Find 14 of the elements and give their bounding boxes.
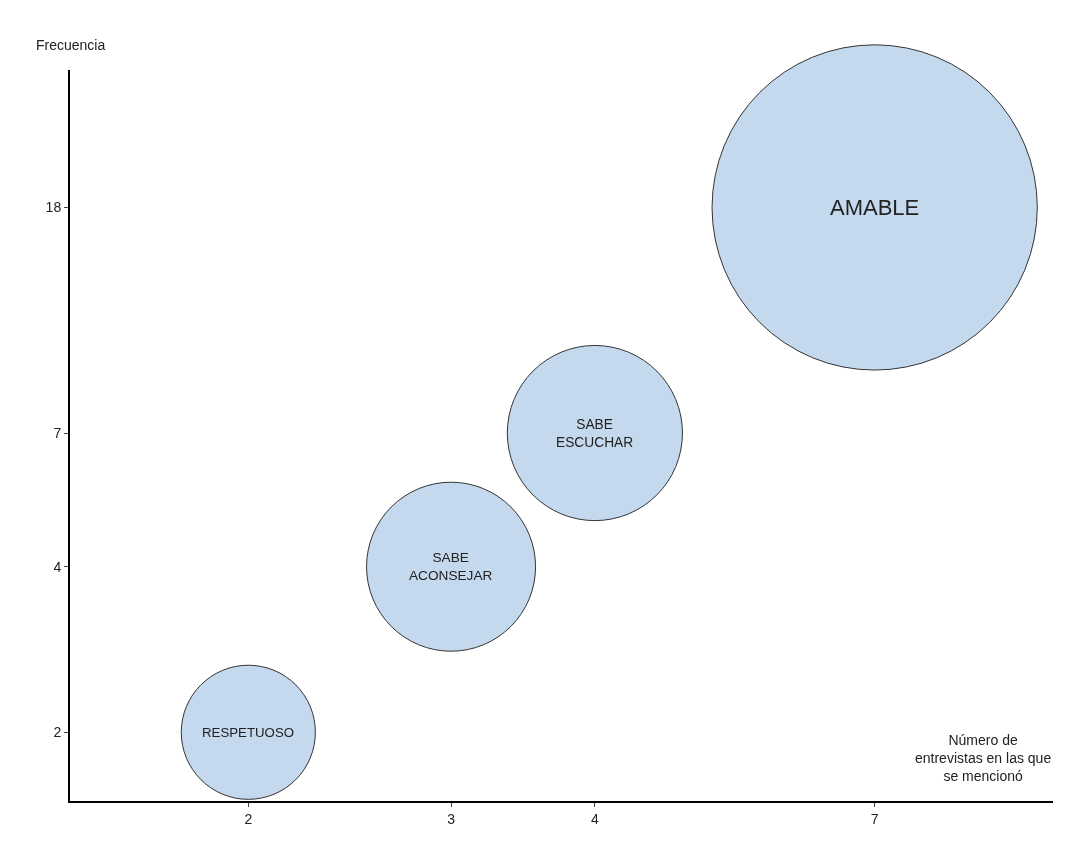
annotation: SABE ACONSEJAR <box>409 550 493 583</box>
x-tick-label: 3 <box>447 810 456 827</box>
annotation: SABE ESCUCHAR <box>556 417 634 450</box>
y-axis-title: Frecuencia <box>36 37 106 53</box>
x-axis-title: Número de entrevistas en las que se mencionó <box>915 732 1052 785</box>
y-tick-label: 4 <box>53 558 62 575</box>
x-tick-label: 4 <box>590 810 599 827</box>
x-tick-label: 7 <box>870 810 879 827</box>
y-tick-label: 7 <box>53 424 62 441</box>
x-tick-label: 2 <box>244 810 253 827</box>
y-tick-label: 2 <box>53 724 62 741</box>
annotation: RESPETUOSO <box>202 725 295 740</box>
annotation: AMABLE <box>830 195 920 220</box>
y-tick-label: 18 <box>45 199 62 216</box>
